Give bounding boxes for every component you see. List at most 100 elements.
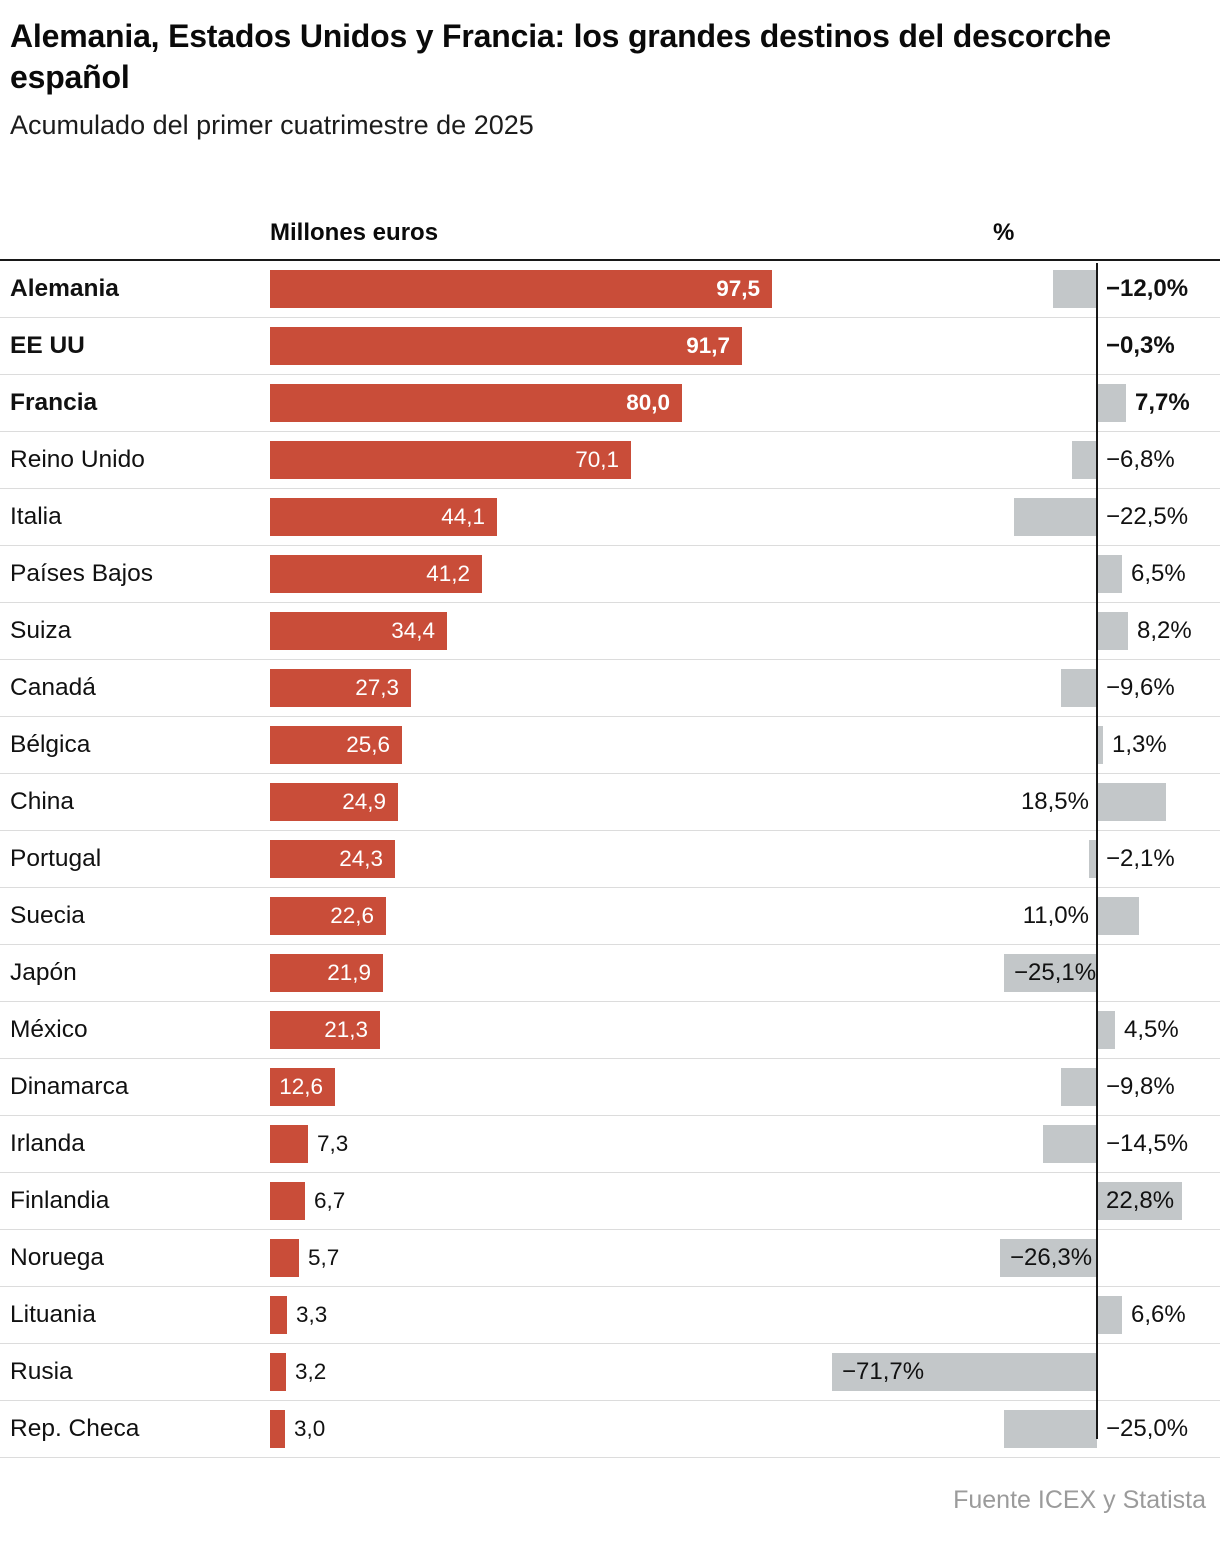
- value-label: 44,1: [441, 503, 485, 529]
- value-label: 5,7: [308, 1244, 340, 1270]
- value-bar: 24,9: [270, 782, 398, 821]
- column-header-percent: %: [993, 218, 1015, 246]
- pct-change-label: 11,0%: [1022, 901, 1089, 929]
- pct-change-bar: [1098, 383, 1126, 422]
- pct-change-label: −14,5%: [1106, 1129, 1189, 1157]
- pct-change-label: −0,3%: [1106, 331, 1175, 359]
- chart-row: Países Bajos 41,2 6,5%: [0, 546, 1220, 603]
- country-label: Francia: [10, 388, 98, 416]
- value-label: 22,6: [330, 902, 374, 928]
- value-bar: [270, 1181, 305, 1220]
- value-label: 41,2: [426, 560, 470, 586]
- pct-change-bar: [1089, 839, 1097, 878]
- pct-change-label: 1,3%: [1112, 730, 1167, 758]
- value-bar: 34,4: [270, 611, 447, 650]
- country-label: Irlanda: [10, 1129, 85, 1157]
- chart-row: EE UU 91,7 −0,3%: [0, 318, 1220, 375]
- chart-row: Portugal 24,3 −2,1%: [0, 831, 1220, 888]
- chart-row: Noruega 5,7 −26,3%: [0, 1230, 1220, 1287]
- source-note: Fuente ICEX y Statista: [953, 1485, 1206, 1514]
- country-label: Finlandia: [10, 1186, 110, 1214]
- value-label: 21,3: [324, 1016, 368, 1042]
- pct-change-bar: [1072, 440, 1097, 479]
- value-bar: 22,6: [270, 896, 386, 935]
- chart-row: Lituania 3,3 6,6%: [0, 1287, 1220, 1344]
- pct-change-bar: [1098, 1181, 1182, 1220]
- chart-row: México 21,3 4,5%: [0, 1002, 1220, 1059]
- value-bar: 80,0: [270, 383, 682, 422]
- pct-change-bar: [1014, 497, 1097, 536]
- chart-row: Suecia 22,6 11,0%: [0, 888, 1220, 945]
- value-bar: 41,2: [270, 554, 482, 593]
- value-bar: 25,6: [270, 725, 402, 764]
- value-bar: 24,3: [270, 839, 395, 878]
- pct-change-bar: [1098, 611, 1128, 650]
- value-label: 24,9: [342, 788, 386, 814]
- pct-change-bar: [1098, 1010, 1115, 1049]
- value-label: 3,3: [296, 1301, 328, 1327]
- value-bar: 27,3: [270, 668, 411, 707]
- pct-change-label: −9,6%: [1106, 673, 1175, 701]
- pct-change-bar: [1061, 1067, 1097, 1106]
- chart-title: Alemania, Estados Unidos y Francia: los …: [10, 18, 1112, 95]
- value-bar: 70,1: [270, 440, 631, 479]
- value-label: 80,0: [626, 389, 670, 415]
- value-bar: [270, 1409, 285, 1448]
- column-header-millones-euros: Millones euros: [270, 218, 439, 246]
- country-label: Bélgica: [10, 730, 91, 758]
- pct-change-bar: [1098, 1295, 1122, 1334]
- pct-change-label: 6,5%: [1131, 559, 1186, 587]
- country-label: EE UU: [10, 331, 85, 359]
- country-label: Países Bajos: [10, 559, 153, 587]
- chart-row: Rusia 3,2 −71,7%: [0, 1344, 1220, 1401]
- value-bar: [270, 1124, 308, 1163]
- pct-change-bar: [1098, 896, 1139, 935]
- value-label: 3,2: [295, 1358, 327, 1384]
- value-label: 97,5: [716, 275, 760, 301]
- pct-change-label: −26,3%: [1010, 1243, 1093, 1271]
- value-label: 7,3: [317, 1130, 349, 1156]
- value-bar: [270, 1295, 287, 1334]
- chart-row: Rep. Checa 3,0 −25,0%: [0, 1401, 1220, 1458]
- chart-row: Reino Unido 70,1 −6,8%: [0, 432, 1220, 489]
- chart-rows: Alemania 97,5 −12,0% EE UU 91,7 −0,3% Francia 8…: [0, 261, 1220, 1458]
- pct-change-bar: [1000, 1238, 1097, 1277]
- value-label: 34,4: [391, 617, 435, 643]
- value-bar: 21,3: [270, 1010, 380, 1049]
- pct-change-label: 7,7%: [1135, 388, 1190, 416]
- chart-row: Francia 80,0 7,7%: [0, 375, 1220, 432]
- pct-change-bar: [832, 1352, 1097, 1391]
- pct-change-bar: [1004, 1409, 1097, 1448]
- value-label: 21,9: [327, 959, 371, 985]
- chart-subtitle: Acumulado del primer cuatrimestre de 202…: [10, 109, 534, 140]
- chart-row: Canadá 27,3 −9,6%: [0, 660, 1220, 717]
- pct-change-bar: [1098, 725, 1103, 764]
- value-label: 3,0: [294, 1415, 326, 1441]
- chart-row: Japón 21,9 −25,1%: [0, 945, 1220, 1002]
- pct-zero-axis-line: [1096, 262, 1098, 1439]
- country-label: Italia: [10, 502, 62, 530]
- bar-chart: Millones euros % Alemania 97,5 −12,0% EE UU…: [0, 141, 1220, 1458]
- value-label: 25,6: [346, 731, 390, 757]
- country-label: Japón: [10, 958, 77, 986]
- value-bar: [270, 1352, 286, 1391]
- value-label: 12,6: [279, 1073, 323, 1099]
- pct-change-label: 8,2%: [1137, 616, 1192, 644]
- value-bar: [270, 1238, 299, 1277]
- chart-row: China 24,9 18,5%: [0, 774, 1220, 831]
- pct-change-label: 18,5%: [1020, 787, 1089, 815]
- pct-change-label: −71,7%: [842, 1357, 925, 1385]
- value-label: 27,3: [355, 674, 399, 700]
- pct-change-label: −25,0%: [1106, 1414, 1189, 1442]
- column-headers: Millones euros %: [0, 141, 1220, 261]
- value-bar: 44,1: [270, 497, 497, 536]
- pct-change-label: −9,8%: [1106, 1072, 1175, 1100]
- pct-change-bar: [1043, 1124, 1097, 1163]
- chart-row: Dinamarca 12,6 −9,8%: [0, 1059, 1220, 1116]
- country-label: Dinamarca: [10, 1072, 129, 1100]
- country-label: Rep. Checa: [10, 1414, 140, 1442]
- pct-change-bar: [1053, 269, 1097, 308]
- country-label: Lituania: [10, 1300, 96, 1328]
- country-label: Portugal: [10, 844, 102, 872]
